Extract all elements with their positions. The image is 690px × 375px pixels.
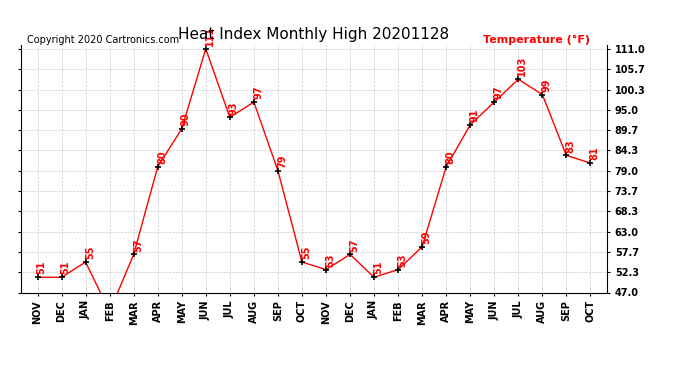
- Text: 53: 53: [325, 254, 335, 267]
- Text: 111: 111: [205, 26, 215, 46]
- Title: Heat Index Monthly High 20201128: Heat Index Monthly High 20201128: [179, 27, 449, 42]
- Text: Copyright 2020 Cartronics.com: Copyright 2020 Cartronics.com: [26, 35, 179, 45]
- Text: 91: 91: [469, 109, 480, 122]
- Text: 97: 97: [253, 86, 263, 99]
- Text: 93: 93: [229, 101, 239, 115]
- Text: 97: 97: [493, 86, 504, 99]
- Text: 90: 90: [181, 112, 191, 126]
- Text: 59: 59: [422, 231, 431, 244]
- Text: 53: 53: [397, 254, 407, 267]
- Text: 79: 79: [277, 154, 287, 168]
- Text: 57: 57: [133, 238, 143, 252]
- Text: 55: 55: [301, 246, 311, 259]
- Text: 42: 42: [0, 374, 1, 375]
- Text: Temperature (°F): Temperature (°F): [482, 35, 589, 45]
- Text: 55: 55: [85, 246, 95, 259]
- Text: 103: 103: [518, 56, 527, 76]
- Text: 57: 57: [349, 238, 359, 252]
- Text: 83: 83: [566, 139, 575, 153]
- Text: 99: 99: [542, 78, 551, 92]
- Text: 80: 80: [445, 150, 455, 164]
- Text: 80: 80: [157, 150, 167, 164]
- Text: 51: 51: [373, 261, 383, 274]
- Text: 51: 51: [37, 261, 47, 274]
- Text: 51: 51: [61, 261, 71, 274]
- Text: 81: 81: [589, 147, 600, 160]
